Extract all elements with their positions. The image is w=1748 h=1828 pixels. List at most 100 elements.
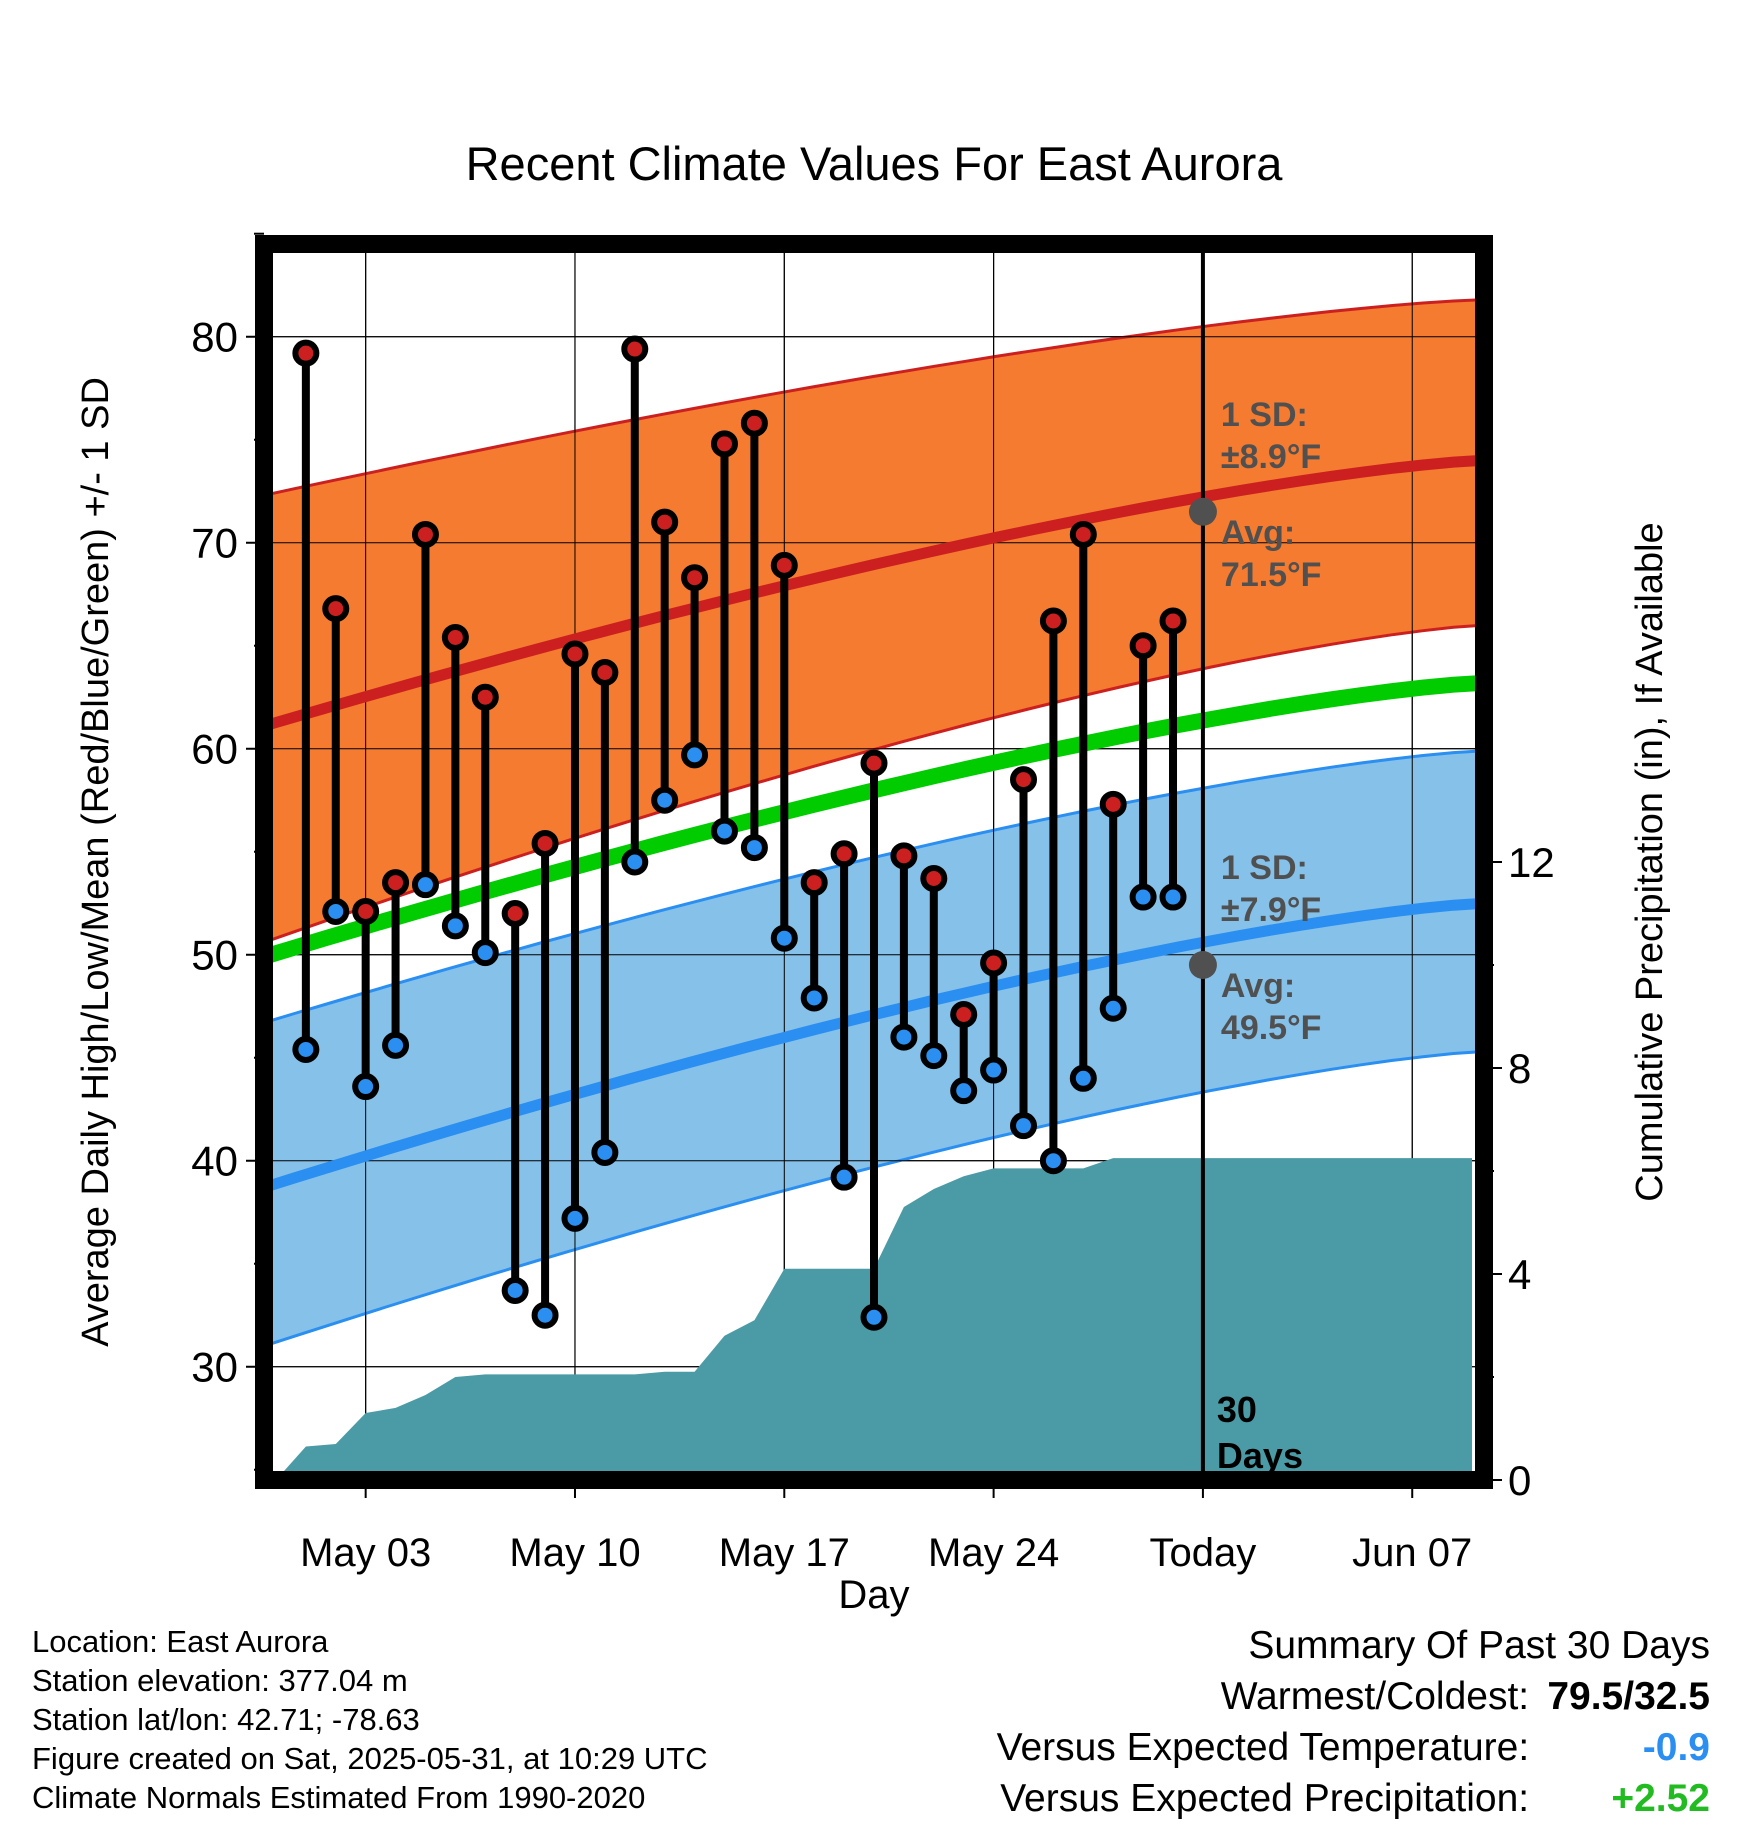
low-point xyxy=(531,1301,559,1329)
warmest-coldest-label: Warmest/Coldest: xyxy=(1220,1675,1530,1718)
low-point xyxy=(441,912,469,940)
high-point xyxy=(292,339,320,367)
high-point xyxy=(621,335,649,363)
low-point xyxy=(382,1031,410,1059)
high-point xyxy=(1129,632,1157,660)
high-point xyxy=(950,1000,978,1028)
station-info: Location: East Aurora Station elevation:… xyxy=(32,1622,708,1817)
high-sd-band xyxy=(264,299,1484,943)
high-point xyxy=(1159,607,1187,635)
today-days-label: 30 Days xyxy=(1217,1389,1303,1476)
high-point xyxy=(591,658,619,686)
low-point xyxy=(1099,994,1127,1022)
x-tick-label: Today xyxy=(1150,1531,1257,1575)
high-point xyxy=(920,864,948,892)
low-point xyxy=(1010,1112,1038,1140)
created-text: Figure created on Sat, 2025-05-31, at 10… xyxy=(32,1741,708,1776)
normals-text: Climate Normals Estimated From 1990-2020 xyxy=(32,1780,646,1815)
y2-tick-label: 12 xyxy=(1508,839,1555,886)
high-normal-line xyxy=(262,454,1485,732)
chart-title: Recent Climate Values For East Aurora xyxy=(466,137,1284,190)
high-point xyxy=(322,595,350,623)
low-point xyxy=(920,1042,948,1070)
high-lower-line xyxy=(263,623,1485,944)
y-tick-label: 60 xyxy=(191,726,238,773)
climate-chart: Recent Climate Values For East Aurora 1 … xyxy=(75,137,1671,1617)
summary-panel: Summary Of Past 30 Days Warmest/Coldest:… xyxy=(997,1620,1710,1824)
high-point xyxy=(681,564,709,592)
high-avg-marker xyxy=(1188,497,1217,526)
temp-departure-value: -0.9 xyxy=(1642,1726,1710,1769)
high-upper-line xyxy=(263,298,1485,497)
x-axis-label: Day xyxy=(838,1573,909,1617)
high-point xyxy=(860,749,888,777)
high-point xyxy=(1099,790,1127,818)
temp-departure-label: Versus Expected Temperature: xyxy=(996,1726,1530,1769)
low-point xyxy=(292,1035,320,1063)
latlon-text: Station lat/lon: 42.71; -78.63 xyxy=(32,1702,420,1737)
high-point xyxy=(382,869,410,897)
high-point xyxy=(980,949,1008,977)
low-point xyxy=(501,1276,529,1304)
low-point xyxy=(561,1204,589,1232)
low-point xyxy=(651,786,679,814)
y-tick-label: 70 xyxy=(191,520,238,567)
y-tick-label: 30 xyxy=(191,1344,238,1391)
high-point xyxy=(740,409,768,437)
low-point xyxy=(471,939,499,967)
high-point xyxy=(441,623,469,651)
low-avg-marker xyxy=(1188,951,1217,979)
y2-tick-label: 8 xyxy=(1508,1045,1531,1092)
low-point xyxy=(591,1138,619,1166)
x-tick-label: Jun 07 xyxy=(1352,1531,1472,1575)
low-point xyxy=(1069,1064,1097,1092)
high-avg-annotation: Avg: 71.5°F xyxy=(1221,514,1322,594)
x-tick-label: May 24 xyxy=(928,1531,1059,1575)
high-point xyxy=(531,829,559,857)
summary-heading: Summary Of Past 30 Days xyxy=(1248,1624,1710,1667)
high-point xyxy=(501,900,529,927)
high-point xyxy=(710,430,738,458)
precip-departure-row: Versus Expected Precipitation: +2.52 xyxy=(997,1773,1710,1824)
high-point xyxy=(411,520,439,548)
high-point xyxy=(800,869,828,897)
high-sd-annotation: 1 SD: ±8.9°F xyxy=(1221,396,1321,476)
y-axis-label: Average Daily High/Low/Mean (Red/Blue/Gr… xyxy=(75,377,117,1347)
low-point xyxy=(710,817,738,845)
high-point xyxy=(770,551,798,579)
low-point xyxy=(860,1303,888,1331)
plot-area: 1 SD: ±8.9°F Avg: 71.5°F 1 SD: ±7.9°F Avg: 49.5… xyxy=(191,232,1555,1575)
low-point xyxy=(1039,1147,1067,1175)
x-tick-label: May 03 xyxy=(300,1531,431,1575)
low-point xyxy=(980,1056,1008,1084)
low-point xyxy=(770,924,798,952)
precip-departure-value: +2.52 xyxy=(1611,1777,1710,1820)
low-point xyxy=(352,1073,380,1101)
high-point xyxy=(830,840,858,868)
low-point xyxy=(1129,883,1157,911)
low-point xyxy=(800,984,828,1012)
high-point xyxy=(1010,766,1038,794)
low-point xyxy=(322,897,350,925)
high-point xyxy=(471,683,499,711)
high-point xyxy=(352,897,380,925)
y2-tick-label: 4 xyxy=(1508,1251,1531,1298)
high-point xyxy=(561,640,589,668)
x-tick-label: May 17 xyxy=(719,1531,850,1575)
warmest-coldest-value: 79.5/32.5 xyxy=(1547,1675,1710,1718)
y-tick-label: 40 xyxy=(191,1138,238,1185)
warmest-coldest-row: Warmest/Coldest: 79.5/32.5 xyxy=(997,1671,1710,1722)
x-tick-label: May 10 xyxy=(509,1531,640,1575)
low-point xyxy=(890,1023,918,1051)
low-point xyxy=(411,871,439,899)
precip-departure-label: Versus Expected Precipitation: xyxy=(1000,1777,1530,1820)
low-point xyxy=(830,1163,858,1191)
high-point xyxy=(1069,520,1097,548)
temp-departure-row: Versus Expected Temperature: -0.9 xyxy=(997,1722,1710,1773)
low-point xyxy=(681,741,709,769)
elevation-text: Station elevation: 377.04 m xyxy=(32,1663,408,1698)
low-point xyxy=(950,1077,978,1105)
y2-axis-label: Cumulative Precipitation (in), If Availa… xyxy=(1629,522,1671,1201)
low-point xyxy=(740,834,768,862)
low-point xyxy=(1159,883,1187,911)
